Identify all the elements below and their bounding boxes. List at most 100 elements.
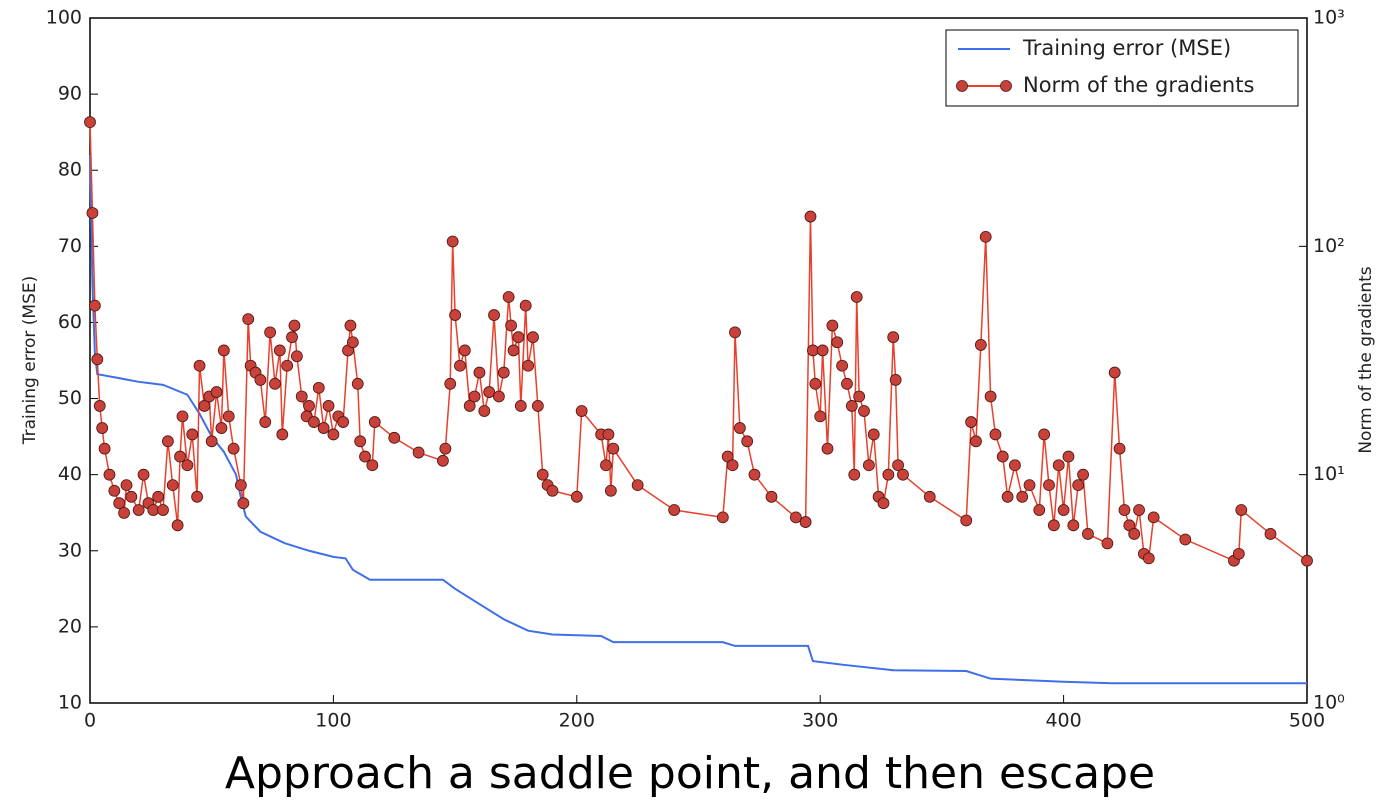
- point: [118, 507, 130, 519]
- point: [351, 377, 364, 390]
- point: [88, 299, 101, 312]
- point: [308, 416, 320, 428]
- point: [575, 405, 588, 417]
- point: [877, 497, 890, 510]
- y2-tick-label: 10³: [1313, 7, 1345, 29]
- point: [295, 390, 308, 403]
- point: [853, 390, 866, 403]
- point: [965, 416, 978, 428]
- point: [631, 479, 644, 492]
- point: [1062, 450, 1075, 463]
- point: [602, 428, 615, 441]
- point: [809, 377, 822, 390]
- point: [354, 435, 367, 448]
- point: [303, 400, 315, 412]
- point: [989, 428, 1002, 441]
- point: [1016, 490, 1029, 503]
- y2-tick-label: 10²: [1313, 235, 1345, 257]
- point: [570, 490, 583, 503]
- point: [132, 504, 145, 516]
- point: [848, 468, 861, 481]
- point: [1232, 547, 1245, 560]
- point: [1113, 442, 1126, 455]
- point: [1179, 533, 1192, 546]
- point: [799, 516, 812, 528]
- point: [322, 400, 335, 412]
- legend-marker: [956, 80, 968, 92]
- point: [186, 428, 199, 441]
- point: [1057, 504, 1070, 516]
- point: [108, 484, 121, 497]
- point: [327, 428, 340, 441]
- point: [831, 336, 844, 349]
- point: [748, 468, 761, 481]
- point: [166, 479, 179, 492]
- point: [259, 416, 272, 428]
- point: [125, 490, 138, 503]
- point: [227, 442, 240, 455]
- point: [439, 442, 452, 455]
- point: [478, 405, 491, 417]
- point: [974, 339, 987, 351]
- point: [91, 353, 104, 366]
- point: [1118, 504, 1131, 516]
- point: [845, 400, 858, 412]
- y-tick-label: 80: [58, 159, 82, 181]
- caption: Approach a saddle point, and then escape: [225, 748, 1155, 799]
- point: [171, 519, 184, 532]
- point: [604, 484, 617, 497]
- point: [317, 422, 330, 434]
- point: [733, 422, 746, 434]
- point: [93, 400, 106, 412]
- point: [493, 390, 505, 403]
- point: [505, 319, 517, 332]
- point: [346, 336, 359, 349]
- point: [217, 344, 230, 357]
- point: [1133, 504, 1145, 516]
- point: [1033, 504, 1046, 516]
- y-tick-label: 100: [46, 7, 82, 29]
- y-tick-label: 70: [58, 235, 82, 257]
- point: [716, 511, 729, 524]
- point: [996, 450, 1009, 463]
- point: [113, 497, 126, 510]
- point: [368, 416, 381, 428]
- x-tick-label: 0: [84, 710, 96, 732]
- point: [546, 484, 559, 497]
- point: [181, 459, 194, 472]
- point: [264, 326, 277, 339]
- point: [765, 490, 778, 503]
- point: [152, 490, 165, 503]
- point: [237, 497, 250, 510]
- point: [607, 442, 620, 455]
- point: [1142, 552, 1155, 565]
- point: [804, 210, 817, 223]
- point: [826, 319, 839, 332]
- point: [454, 359, 466, 372]
- point: [468, 390, 481, 403]
- point: [497, 366, 510, 379]
- point: [446, 235, 459, 248]
- point: [98, 442, 111, 455]
- point: [312, 381, 325, 394]
- y2-tick-label: 10¹: [1313, 463, 1345, 485]
- y-tick-label: 10: [58, 692, 82, 714]
- point: [103, 468, 116, 481]
- x-tick-label: 100: [315, 710, 351, 732]
- point: [1077, 468, 1089, 481]
- point: [1128, 528, 1141, 540]
- point: [458, 344, 471, 357]
- point: [137, 468, 150, 481]
- point: [437, 454, 449, 467]
- point: [519, 299, 532, 312]
- y-tick-label: 60: [58, 311, 82, 333]
- legend-label: Norm of the gradients: [1023, 73, 1254, 97]
- point: [86, 207, 99, 219]
- x-tick-label: 200: [559, 710, 595, 732]
- point: [1108, 366, 1121, 379]
- point: [1038, 428, 1051, 441]
- y2-tick-label: 10⁰: [1313, 692, 1345, 714]
- point: [1147, 511, 1160, 524]
- point: [882, 468, 895, 481]
- point: [1043, 479, 1055, 492]
